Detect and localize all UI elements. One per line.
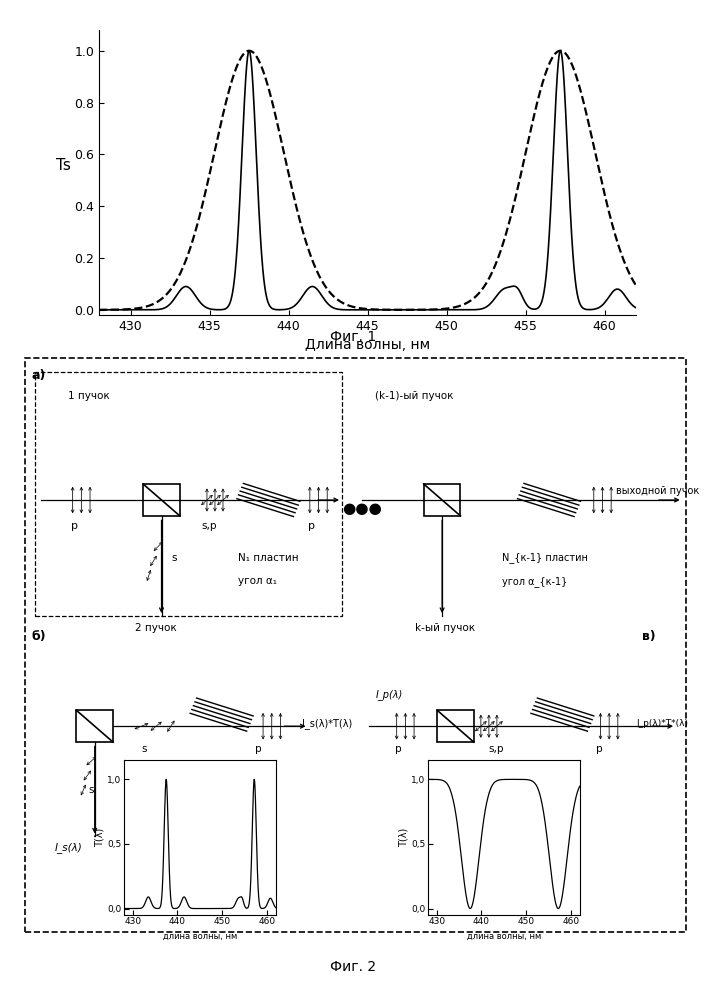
Text: s: s — [88, 785, 93, 795]
Bar — [35, 372, 342, 616]
Text: ●●●: ●●● — [342, 501, 382, 516]
Bar — [437, 710, 474, 742]
X-axis label: Длина волны, нм: Длина волны, нм — [305, 338, 430, 352]
Text: N_{к-1} пластин: N_{к-1} пластин — [502, 553, 588, 563]
Bar — [423, 484, 460, 516]
Text: p: p — [596, 744, 602, 754]
Text: 2 пучок: 2 пучок — [135, 623, 177, 633]
Text: I_s(λ): I_s(λ) — [54, 843, 83, 853]
Text: p: p — [395, 744, 402, 754]
Text: I_p(λ)*T*(λ): I_p(λ)*T*(λ) — [636, 719, 688, 728]
Text: s,p: s,p — [201, 521, 217, 531]
Text: I_p(λ): I_p(λ) — [375, 689, 402, 700]
Text: s: s — [141, 744, 147, 754]
Text: p: p — [71, 521, 78, 531]
X-axis label: длина волны, нм: длина волны, нм — [163, 932, 237, 941]
Text: в): в) — [642, 630, 656, 643]
Text: а): а) — [31, 369, 46, 382]
Text: Фиг. 2: Фиг. 2 — [330, 960, 377, 974]
Y-axis label: T(λ): T(λ) — [95, 828, 105, 847]
Text: p: p — [308, 521, 315, 531]
Text: угол α₁: угол α₁ — [238, 576, 277, 586]
Text: выходной пучок: выходной пучок — [616, 486, 699, 496]
Text: Фиг. 1: Фиг. 1 — [330, 330, 377, 344]
Text: б): б) — [31, 630, 46, 643]
Bar — [143, 484, 180, 516]
Y-axis label: Ts: Ts — [56, 157, 71, 172]
Text: s: s — [172, 553, 177, 563]
Text: p: p — [255, 744, 262, 754]
Text: k-ый пучок: k-ый пучок — [416, 623, 476, 633]
Text: I_s(λ)*T(λ): I_s(λ)*T(λ) — [302, 718, 352, 729]
Text: s,p: s,p — [489, 744, 504, 754]
X-axis label: длина волны, нм: длина волны, нм — [467, 932, 541, 941]
Text: N₁ пластин: N₁ пластин — [238, 553, 299, 563]
Bar — [76, 710, 113, 742]
Text: угол α_{к-1}: угол α_{к-1} — [502, 576, 568, 587]
Text: (k-1)-ый пучок: (k-1)-ый пучок — [375, 391, 454, 401]
Text: 1 пучок: 1 пучок — [68, 391, 110, 401]
Y-axis label: T(λ): T(λ) — [399, 828, 409, 847]
